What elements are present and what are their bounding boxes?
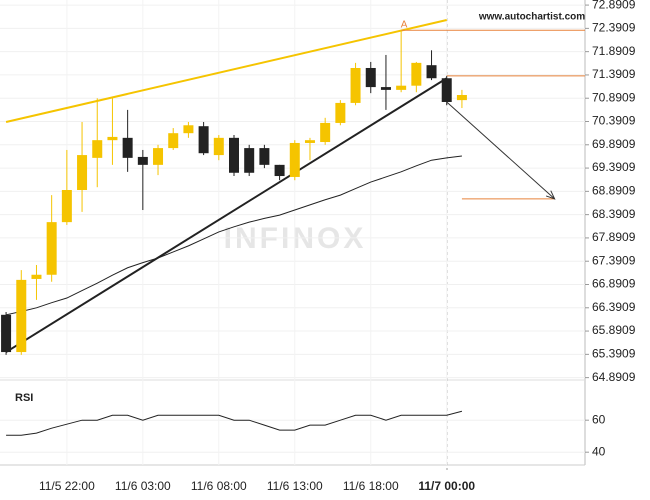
moving-average	[5, 155, 462, 316]
y-tick-label: 72.3909	[592, 21, 636, 35]
y-tick-label: 64.8909	[592, 370, 636, 384]
y-tick-label: 71.8909	[592, 44, 636, 58]
rsi-tick-label: 40	[592, 444, 606, 458]
candle-body	[168, 133, 179, 149]
y-tick-label: 67.3909	[592, 253, 636, 267]
source-label: www.autochartist.com	[478, 12, 585, 23]
candle-body	[92, 140, 103, 158]
candle-body	[183, 125, 194, 134]
candle-body	[350, 67, 361, 103]
candle-body	[304, 140, 315, 143]
candle-body	[380, 87, 391, 90]
y-tick-label: 69.8909	[592, 137, 636, 151]
y-tick-label: 70.8909	[592, 90, 636, 104]
candle-body	[456, 95, 467, 101]
rsi-title: RSI	[15, 392, 33, 404]
y-tick-label: 68.3909	[592, 207, 636, 221]
candle-body	[320, 122, 331, 143]
candle-body	[441, 78, 452, 102]
rsi-line	[6, 410, 463, 436]
candle-body	[244, 148, 255, 173]
candle-body	[153, 148, 164, 165]
candle-body	[107, 136, 118, 141]
arrow-head	[545, 190, 556, 200]
point-label: A	[401, 20, 408, 31]
x-tick-label: 11/6 03:00	[115, 479, 171, 493]
candle-body	[335, 102, 346, 123]
candle-body	[396, 85, 407, 90]
y-tick-label: 66.3909	[592, 300, 636, 314]
x-tick-label: 11/6 13:00	[267, 479, 323, 493]
rsi-tick-label: 60	[592, 412, 606, 426]
candle-body	[46, 222, 57, 275]
candle-body	[289, 142, 300, 177]
y-tick-label: 68.8909	[592, 184, 636, 198]
candle-body	[274, 164, 285, 177]
candle-body	[365, 67, 376, 88]
candle-body	[137, 156, 148, 165]
candle-body	[31, 274, 42, 279]
y-tick-label: 72.8909	[592, 0, 636, 11]
y-tick-label: 66.8909	[592, 277, 636, 291]
y-tick-label: 71.3909	[592, 67, 636, 81]
y-tick-label: 70.3909	[592, 114, 636, 128]
x-tick-label: 11/6 08:00	[191, 479, 247, 493]
candle-body	[77, 155, 88, 190]
candle-body	[198, 126, 209, 154]
candle-body	[229, 137, 239, 173]
candle-body	[16, 279, 27, 353]
candle-body	[213, 137, 224, 156]
trendline	[5, 77, 448, 353]
y-tick-label: 67.8909	[592, 230, 636, 244]
y-tick-label: 69.3909	[592, 160, 636, 174]
candle-body	[122, 137, 133, 158]
y-tick-label: 65.8909	[592, 323, 636, 337]
candle-body	[259, 148, 270, 165]
x-tick-label: 11/6 18:00	[343, 479, 399, 493]
trendline	[5, 19, 447, 123]
x-tick-label: 11/7 00:00	[418, 479, 475, 493]
y-tick-label: 65.3909	[592, 347, 636, 361]
candle-body	[411, 62, 422, 86]
arrow	[446, 101, 555, 200]
x-tick-label: 11/5 22:00	[39, 479, 95, 493]
candle-body	[1, 314, 12, 353]
candle-body	[61, 190, 72, 223]
candle-body	[426, 65, 437, 79]
